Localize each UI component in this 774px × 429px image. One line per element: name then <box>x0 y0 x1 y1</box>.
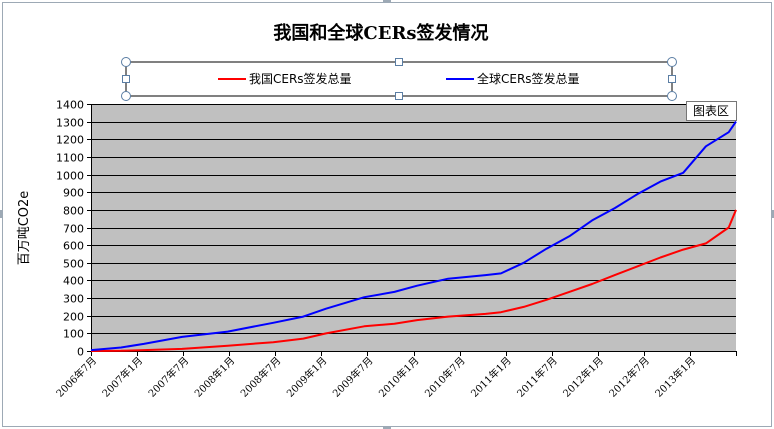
chart-area-tooltip: 图表区 <box>686 101 737 121</box>
y-tick-label: 1300 <box>56 117 84 130</box>
plot-area[interactable] <box>91 104 736 351</box>
y-tick-label: 600 <box>63 240 84 253</box>
y-tick-label: 200 <box>63 311 84 324</box>
series-line-china[interactable] <box>90 209 737 352</box>
legend-label-global: 全球CERs签发总量 <box>477 71 580 86</box>
y-tick-label: 500 <box>63 258 84 271</box>
y-tick-label: 800 <box>63 205 84 218</box>
legend-selection-handles[interactable] <box>121 57 677 101</box>
y-tick-label: 0 <box>77 346 84 359</box>
y-tick-label: 700 <box>63 223 84 236</box>
series-line-global[interactable] <box>90 121 737 352</box>
y-tick-label: 1000 <box>56 170 84 183</box>
gridlines <box>91 104 736 352</box>
y-tick-label: 300 <box>63 293 84 306</box>
legend[interactable]: 我国CERs签发总量 全球CERs签发总量 <box>121 57 677 101</box>
y-tick-label: 400 <box>63 275 84 288</box>
y-tick-label: 900 <box>63 187 84 200</box>
y-tick-label: 1400 <box>56 99 84 112</box>
series-layer <box>90 121 737 352</box>
y-axis: 0 100 200 300 400 500 600 700 800 900 1000 1100 1200… <box>56 99 92 359</box>
chart-title: 我国和全球CERs签发情况 <box>273 22 488 44</box>
legend-border <box>125 61 673 97</box>
y-tick-label: 1200 <box>56 134 84 147</box>
y-axis-label: 百万吨CO2e <box>17 191 32 266</box>
tooltip-label: 图表区 <box>693 104 729 118</box>
y-tick-label: 1100 <box>56 152 84 165</box>
legend-label-china: 我国CERs签发总量 <box>249 71 352 86</box>
y-tick-label: 100 <box>63 328 84 341</box>
